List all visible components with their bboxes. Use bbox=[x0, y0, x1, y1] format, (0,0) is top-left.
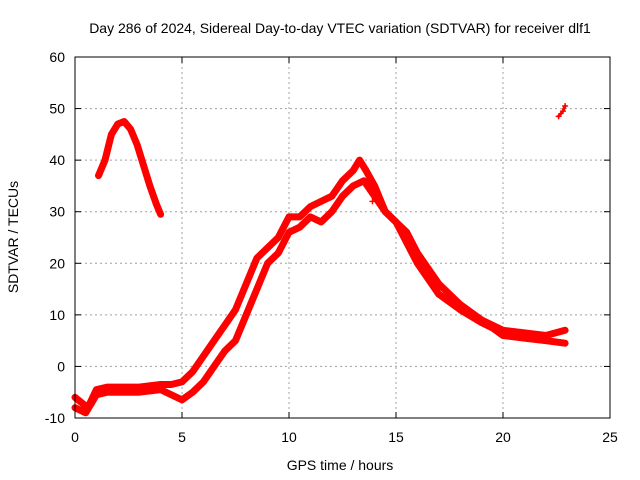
x-tick-labels: 0 5 10 15 20 25 bbox=[71, 429, 618, 445]
y-tick-label: 40 bbox=[49, 152, 65, 168]
y-tick-label: -10 bbox=[45, 410, 65, 426]
outlier-point bbox=[369, 198, 376, 205]
y-tick-label: 60 bbox=[49, 49, 65, 65]
series-main-band-upper bbox=[71, 156, 569, 412]
x-tick-label: 15 bbox=[388, 429, 404, 445]
y-tick-label: 50 bbox=[49, 101, 65, 117]
y-tick-label: 10 bbox=[49, 307, 65, 323]
series-trace bbox=[71, 156, 569, 412]
series-early-arc bbox=[95, 118, 165, 218]
x-tick-label: 10 bbox=[281, 429, 297, 445]
series-late-segment bbox=[555, 102, 569, 120]
y-tick-label: 20 bbox=[49, 255, 65, 271]
chart-title: Day 286 of 2024, Sidereal Day-to-day VTE… bbox=[89, 20, 591, 36]
x-tick-label: 5 bbox=[178, 429, 186, 445]
y-axis-label: SDTVAR / TECUs bbox=[5, 181, 21, 293]
y-tick-label: 0 bbox=[57, 358, 65, 374]
grid-lines bbox=[75, 57, 610, 418]
plot-frame bbox=[74, 56, 611, 419]
x-tick-label: 25 bbox=[602, 429, 618, 445]
series-trace bbox=[71, 177, 569, 417]
x-tick-label: 0 bbox=[71, 429, 79, 445]
y-tick-labels: -10 0 10 20 30 40 50 60 bbox=[45, 49, 65, 426]
axis-ticks bbox=[74, 56, 611, 419]
data-series bbox=[71, 102, 569, 417]
series-trace bbox=[95, 118, 165, 218]
x-tick-label: 20 bbox=[495, 429, 511, 445]
y-tick-label: 30 bbox=[49, 204, 65, 220]
series-main-band-lower bbox=[71, 177, 569, 417]
x-axis-label: GPS time / hours bbox=[287, 457, 394, 473]
